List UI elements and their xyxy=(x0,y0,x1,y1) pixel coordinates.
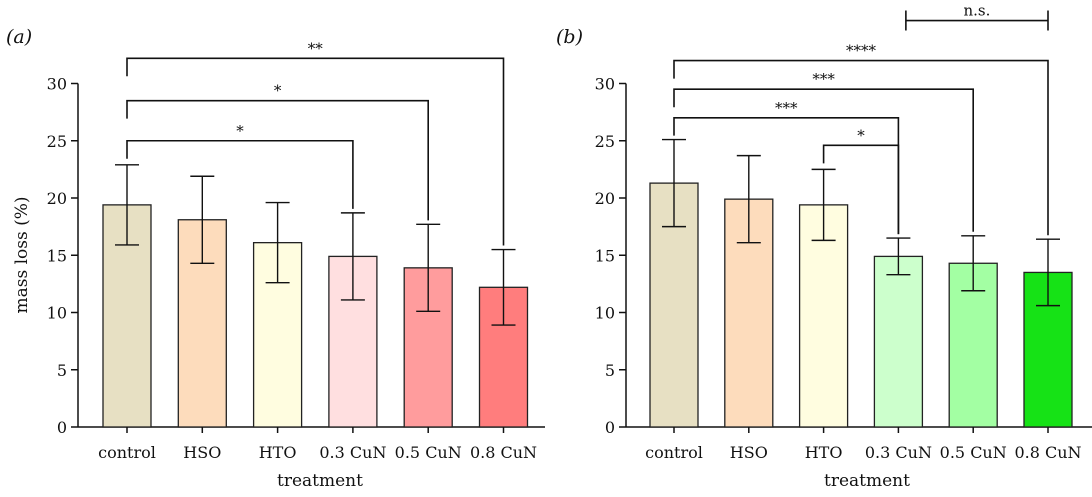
y-tick-label: 5 xyxy=(57,361,67,380)
x-tick-label: 0.5 CuN xyxy=(940,443,1007,462)
y-axis-title: mass loss (%) xyxy=(12,196,32,313)
y-tick-label: 25 xyxy=(595,132,615,151)
panel-label-b: (b) xyxy=(556,26,583,48)
x-tick-label: HTO xyxy=(805,443,843,462)
significance-label: * xyxy=(236,122,244,140)
bar-hto xyxy=(798,204,849,428)
significance-bracket xyxy=(673,59,1049,236)
x-tick-label: control xyxy=(645,443,703,462)
y-tick-label: 25 xyxy=(47,132,67,151)
y-tick-label: 15 xyxy=(595,246,615,265)
significance-bracket xyxy=(673,117,900,235)
significance-label: *** xyxy=(775,99,798,117)
panel-label-a: (a) xyxy=(6,26,32,48)
x-tick-label: 0.3 CuN xyxy=(319,443,386,462)
y-tick-label: 0 xyxy=(57,418,67,437)
significance-label: *** xyxy=(812,70,835,88)
significance-bracket xyxy=(673,88,974,232)
significance-label: **** xyxy=(846,42,877,60)
significance-bracket xyxy=(905,10,1049,31)
x-tick-label: HSO xyxy=(183,443,221,462)
y-tick-label: 10 xyxy=(595,304,615,323)
significance-label: * xyxy=(857,126,865,144)
y-tick-label: 0 xyxy=(605,418,615,437)
significance-label: ** xyxy=(308,39,324,57)
significance-bracket xyxy=(126,139,354,209)
significance-label: * xyxy=(274,82,282,100)
bar-0-3-cun xyxy=(873,255,924,428)
x-axis-title-b: treatment xyxy=(824,471,910,491)
significance-bracket xyxy=(126,99,429,221)
chart-panel-a: 0 5 10 15 20 25 30 control HSO HTO 0.3 CuN 0.5 CuN 0… xyxy=(47,39,545,462)
x-axis-title-a: treatment xyxy=(277,471,363,491)
chart-panel-b: 0 5 10 15 20 25 30 control HSO HTO 0.3 CuN 0.5 CuN 0… xyxy=(595,2,1092,462)
x-tick-label: HSO xyxy=(730,443,768,462)
x-tick-label: control xyxy=(98,443,156,462)
x-tick-label: 0.5 CuN xyxy=(395,443,462,462)
y-tick-label: 10 xyxy=(47,304,67,323)
x-tick-label: 0.8 CuN xyxy=(470,443,537,462)
significance-label: n.s. xyxy=(963,2,990,20)
x-tick-label: 0.8 CuN xyxy=(1014,443,1081,462)
x-tick-label: HTO xyxy=(259,443,297,462)
x-tick-label: 0.3 CuN xyxy=(865,443,932,462)
y-tick-label: 15 xyxy=(47,246,67,265)
y-tick-label: 20 xyxy=(595,189,615,208)
y-tick-label: 30 xyxy=(595,75,615,94)
y-tick-label: 20 xyxy=(47,189,67,208)
significance-bracket xyxy=(126,57,505,246)
y-tick-label: 5 xyxy=(605,361,615,380)
y-tick-label: 30 xyxy=(47,75,67,94)
